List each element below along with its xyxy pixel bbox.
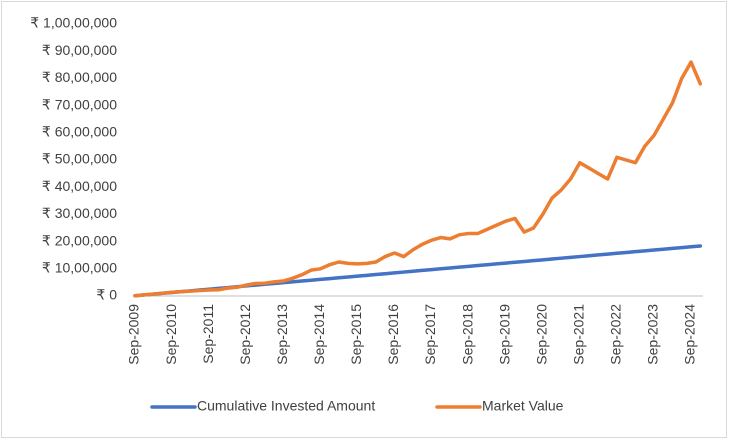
x-tick-label: Sep-2021	[571, 304, 587, 365]
x-tick-label: Sep-2011	[200, 304, 216, 364]
y-tick-label: ₹ 0	[96, 287, 117, 303]
legend-label: Market Value	[482, 398, 564, 414]
x-tick-label: Sep-2019	[496, 304, 512, 365]
legend-label: Cumulative Invested Amount	[197, 398, 375, 414]
x-tick-label: Sep-2010	[163, 304, 179, 365]
y-tick-label: ₹ 30,00,000	[42, 205, 117, 221]
y-tick-label: ₹ 50,00,000	[42, 151, 117, 167]
y-tick-label: ₹ 1,00,00,000	[30, 15, 117, 31]
x-tick-label: Sep-2023	[645, 304, 661, 365]
y-tick-label: ₹ 80,00,000	[42, 69, 117, 85]
x-tick-label: Sep-2014	[311, 304, 327, 365]
y-tick-label: ₹ 70,00,000	[42, 96, 117, 112]
y-tick-label: ₹ 20,00,000	[42, 232, 117, 248]
x-tick-label: Sep-2009	[126, 304, 142, 365]
x-tick-label: Sep-2020	[533, 304, 549, 365]
y-tick-label: ₹ 60,00,000	[42, 124, 117, 140]
y-tick-label: ₹ 10,00,000	[42, 260, 117, 276]
x-tick-label: Sep-2012	[237, 304, 253, 365]
x-tick-label: Sep-2016	[385, 304, 401, 365]
y-tick-label: ₹ 90,00,000	[42, 42, 117, 58]
x-tick-label: Sep-2018	[459, 304, 475, 365]
x-tick-label: Sep-2022	[608, 304, 624, 365]
x-tick-label: Sep-2013	[274, 304, 290, 365]
series-line	[133, 60, 703, 298]
x-tick-label: Sep-2024	[682, 304, 698, 365]
x-tick-label: Sep-2017	[422, 304, 438, 365]
y-tick-label: ₹ 40,00,000	[42, 178, 117, 194]
x-tick-label: Sep-2015	[348, 304, 364, 365]
